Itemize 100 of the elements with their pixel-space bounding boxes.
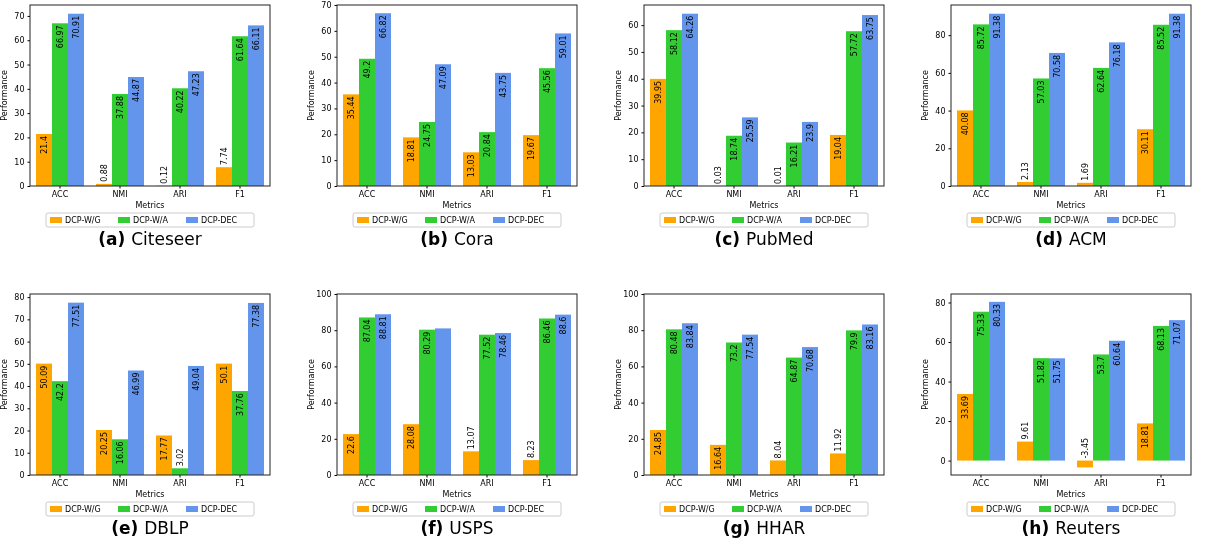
y-tick-label: 20: [935, 144, 946, 154]
data-label: 23.9: [806, 123, 815, 142]
data-label: 66.11: [252, 27, 261, 51]
x-tick-label: F1: [542, 479, 552, 489]
x-axis-title: Metrics: [1056, 490, 1086, 499]
legend-label: DCP-DEC: [815, 216, 852, 225]
data-label: 63.75: [866, 17, 875, 40]
y-tick-label: 10: [14, 448, 25, 458]
x-axis-title: Metrics: [135, 490, 165, 499]
x-tick-label: ARI: [787, 479, 801, 489]
y-tick-label: 20: [935, 417, 946, 427]
x-axis-title: Metrics: [442, 490, 472, 499]
y-axis-title: Performance: [0, 70, 9, 121]
data-label: 80.33: [993, 303, 1002, 327]
data-label: 75.33: [977, 313, 986, 337]
y-tick-label: 20: [628, 434, 639, 444]
legend-label: DCP-W/A: [133, 505, 169, 514]
data-label: 19.67: [527, 137, 536, 161]
y-tick-label: 50: [628, 47, 639, 57]
y-axis-title: Performance: [307, 359, 316, 410]
data-label: 71.07: [1173, 322, 1182, 346]
data-label: 86.46: [543, 320, 552, 344]
data-label: 19.04: [834, 136, 843, 160]
y-tick-label: 30: [321, 104, 332, 114]
data-label: 79.9: [850, 332, 859, 351]
y-tick-label: 100: [316, 290, 332, 300]
data-label: 60.64: [1113, 342, 1122, 366]
data-label: 73.2: [730, 344, 739, 363]
data-label: 42.2: [56, 383, 65, 401]
x-tick-label: NMI: [726, 479, 742, 489]
data-label: 47.09: [439, 66, 448, 90]
y-tick-label: 40: [14, 84, 25, 94]
y-tick-label: 60: [321, 26, 332, 36]
y-tick-label: 30: [628, 101, 639, 111]
y-tick-label: 40: [935, 106, 946, 116]
y-tick-label: 50: [14, 60, 25, 70]
data-label: 46.99: [132, 372, 141, 396]
text: (b) Cora: [420, 229, 494, 249]
data-label: 21.4: [40, 136, 49, 154]
data-label: 83.84: [686, 325, 695, 349]
y-tick-label: 10: [321, 156, 332, 166]
y-tick-label: 0: [940, 456, 946, 466]
data-label: 11.92: [834, 428, 843, 452]
y-tick-label: 0: [633, 182, 639, 192]
data-label: 40.08: [961, 112, 970, 136]
legend-label: DCP-W/A: [1054, 216, 1090, 225]
y-tick-label: 70: [14, 315, 25, 325]
y-tick-label: 10: [628, 155, 639, 165]
y-tick-label: 30: [14, 109, 25, 119]
legend-label: DCP-DEC: [815, 505, 852, 514]
legend-label: DCP-DEC: [508, 505, 545, 514]
data-label: 28.08: [407, 426, 416, 450]
y-tick-label: 0: [326, 471, 332, 481]
y-axis-title: Performance: [921, 70, 930, 121]
legend-label: DCP-W/G: [986, 216, 1022, 225]
x-tick-label: F1: [235, 479, 245, 489]
data-label: 0.03: [714, 166, 723, 184]
data-label: 61.64: [236, 38, 245, 62]
y-tick-label: 80: [628, 326, 639, 336]
data-label: 64.26: [686, 15, 695, 39]
text: (a) Citeseer: [98, 229, 202, 249]
data-label: 18.81: [1141, 425, 1150, 449]
data-label: 2.13: [1021, 162, 1030, 180]
y-tick-label: 70: [321, 1, 332, 11]
data-label: 51.82: [1037, 360, 1046, 384]
x-tick-label: ARI: [1094, 479, 1108, 489]
data-label: 88.81: [379, 316, 388, 340]
x-tick-label: ARI: [1094, 190, 1108, 200]
x-tick-label: NMI: [1033, 479, 1049, 489]
x-tick-label: ARI: [173, 190, 187, 200]
data-label: 50.09: [40, 365, 49, 389]
data-label: 88.6: [559, 316, 568, 335]
legend-label: DCP-W/G: [679, 505, 715, 514]
data-label: 49.04: [192, 367, 201, 391]
y-tick-label: 0: [633, 471, 639, 481]
x-tick-label: NMI: [419, 190, 435, 200]
legend-label: DCP-DEC: [201, 505, 238, 514]
y-tick-label: 40: [321, 398, 332, 408]
data-label: 57.72: [850, 33, 859, 57]
x-tick-label: ACC: [51, 190, 69, 200]
data-label: 40.22: [176, 90, 185, 114]
y-axis-title: Performance: [614, 359, 623, 410]
x-axis-title: Metrics: [442, 201, 472, 210]
data-label: 35.44: [347, 96, 356, 120]
x-tick-label: ACC: [972, 190, 990, 200]
legend-label: DCP-DEC: [201, 216, 238, 225]
data-label: 0.88: [100, 164, 109, 182]
data-label: 9.61: [1021, 421, 1030, 440]
x-axis-title: Metrics: [135, 201, 165, 210]
data-label: 24.75: [423, 124, 432, 147]
x-tick-label: NMI: [726, 190, 742, 200]
data-label: 59.01: [559, 35, 568, 59]
legend-label: DCP-W/G: [679, 216, 715, 225]
data-label: 16.06: [116, 441, 125, 465]
x-tick-label: NMI: [1033, 190, 1049, 200]
y-tick-label: 70: [14, 11, 25, 21]
data-label: 70.58: [1053, 54, 1062, 78]
data-label: 22.6: [347, 436, 356, 454]
y-axis-title: Performance: [921, 359, 930, 410]
data-label: 76.18: [1113, 44, 1122, 68]
